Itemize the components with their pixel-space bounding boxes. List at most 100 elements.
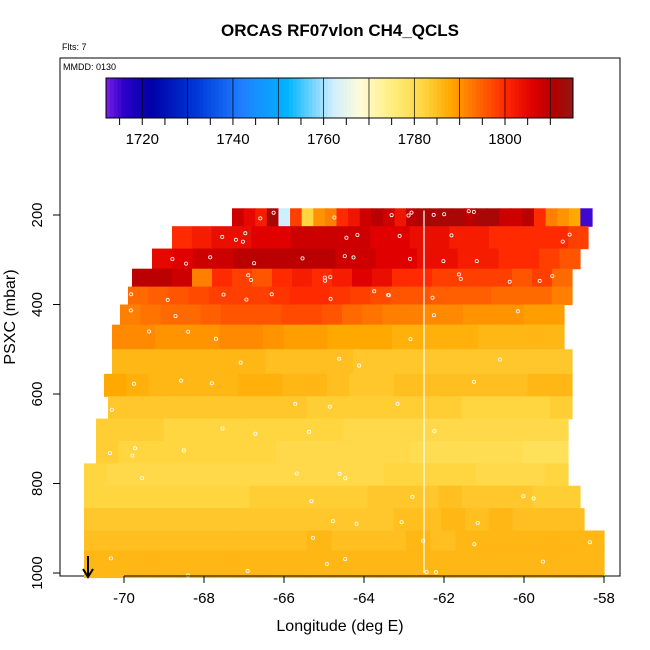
colorbar-segment [191,78,197,118]
heatmap-cell [272,485,298,509]
colorbar-segment [374,78,379,118]
colorbar-segment [218,78,224,118]
sample-marker [238,360,243,365]
heatmap-cell [331,550,357,569]
heatmap-cell [155,508,180,532]
colorbar-segment [214,78,220,118]
heatmap-cell [388,418,412,442]
x-tick-label: -62 [433,590,455,607]
heatmap-cell [580,208,593,227]
heatmap-cell [342,304,363,326]
heatmap-cell [213,248,235,270]
heatmap-cell [301,208,314,227]
heatmap-cell [383,463,408,487]
heatmap-cell [225,485,250,509]
heatmap-cell [455,550,481,569]
heatmap-cell [112,349,135,375]
heatmap-cell [163,440,187,464]
colorbar-segment [106,78,111,118]
sample-marker [208,255,213,260]
heatmap-cell [343,418,367,442]
colorbar-segment [269,78,274,118]
heatmap-cell [475,208,489,227]
heatmap-cell [321,304,343,326]
colorbar-segment [378,78,383,118]
heatmap-cell [416,248,438,270]
sample-marker [449,233,454,238]
heatmap-cell [211,226,233,250]
heatmap-cell [410,418,434,442]
heatmap-cell [275,440,299,464]
heatmap-cell [492,268,513,288]
colorbar-segment [425,78,430,118]
heatmap-cell [245,463,269,487]
heatmap-cell [405,530,432,552]
heatmap-cell [284,324,307,350]
heatmap-cell [527,396,551,420]
heatmap-cell [568,226,589,250]
heatmap-cell [327,324,350,350]
heatmap-cell [390,286,412,306]
heatmap-cell [198,324,221,350]
heatmap-cell [155,324,178,350]
heatmap-cell [560,508,585,532]
heatmap-cell [298,508,323,532]
heatmap-cell [208,286,230,306]
sample-marker [310,535,315,540]
heatmap-cell [306,550,333,569]
sample-marker [456,272,461,277]
sample-marker [109,407,114,412]
heatmap-cell [511,286,533,306]
sample-marker [424,570,429,575]
heatmap-cell [232,208,245,227]
sample-marker [342,254,347,259]
heatmap-cell [345,508,371,532]
heatmap-cell [310,226,332,250]
heatmap-cell [232,268,253,288]
sample-marker [130,453,135,458]
overlay-layer [82,209,592,579]
heatmap-cell [309,349,332,375]
colorbar-segment [386,78,391,118]
heatmap-cell [84,485,109,509]
sample-marker [269,292,274,297]
sample-marker [244,297,249,302]
heatmap-cell [158,530,184,552]
colorbar-segment [137,78,142,118]
sample-marker [293,401,298,406]
heatmap-cell [281,304,303,326]
heatmap-cell [360,463,385,487]
heatmap-cell [430,530,457,552]
colorbar-segment [506,78,512,118]
heatmap-cell [322,508,347,532]
colorbar-segment [452,78,457,118]
x-tick-label: -70 [113,590,135,607]
heatmap-cell [133,324,156,350]
heatmap-layer [84,208,605,579]
heatmap-cell [430,567,457,579]
colorbar-segment [510,78,516,118]
heatmap-cell [433,418,457,442]
heatmap-cell [498,463,523,487]
heatmap-cell [96,418,120,442]
sample-marker [421,538,426,543]
heatmap-cell [253,248,275,270]
heatmap-cell [313,208,326,227]
colorbar-segment [522,78,527,118]
heatmap-cell [306,567,333,579]
colorbar-segment [417,78,422,118]
sample-marker [258,216,263,221]
heatmap-cell [391,324,414,350]
colorbar-segment [316,78,321,118]
heatmap-cell [405,567,432,579]
heatmap-cell [518,248,540,270]
heatmap-cell [381,530,407,552]
colorbar-tick-label: 1800 [488,131,521,148]
sample-marker [372,289,377,294]
heatmap-cell [269,286,291,306]
heatmap-cell [370,324,393,350]
colorbar-segment [226,78,232,118]
colorbar-segment [382,78,387,118]
heatmap-cell [203,508,228,532]
